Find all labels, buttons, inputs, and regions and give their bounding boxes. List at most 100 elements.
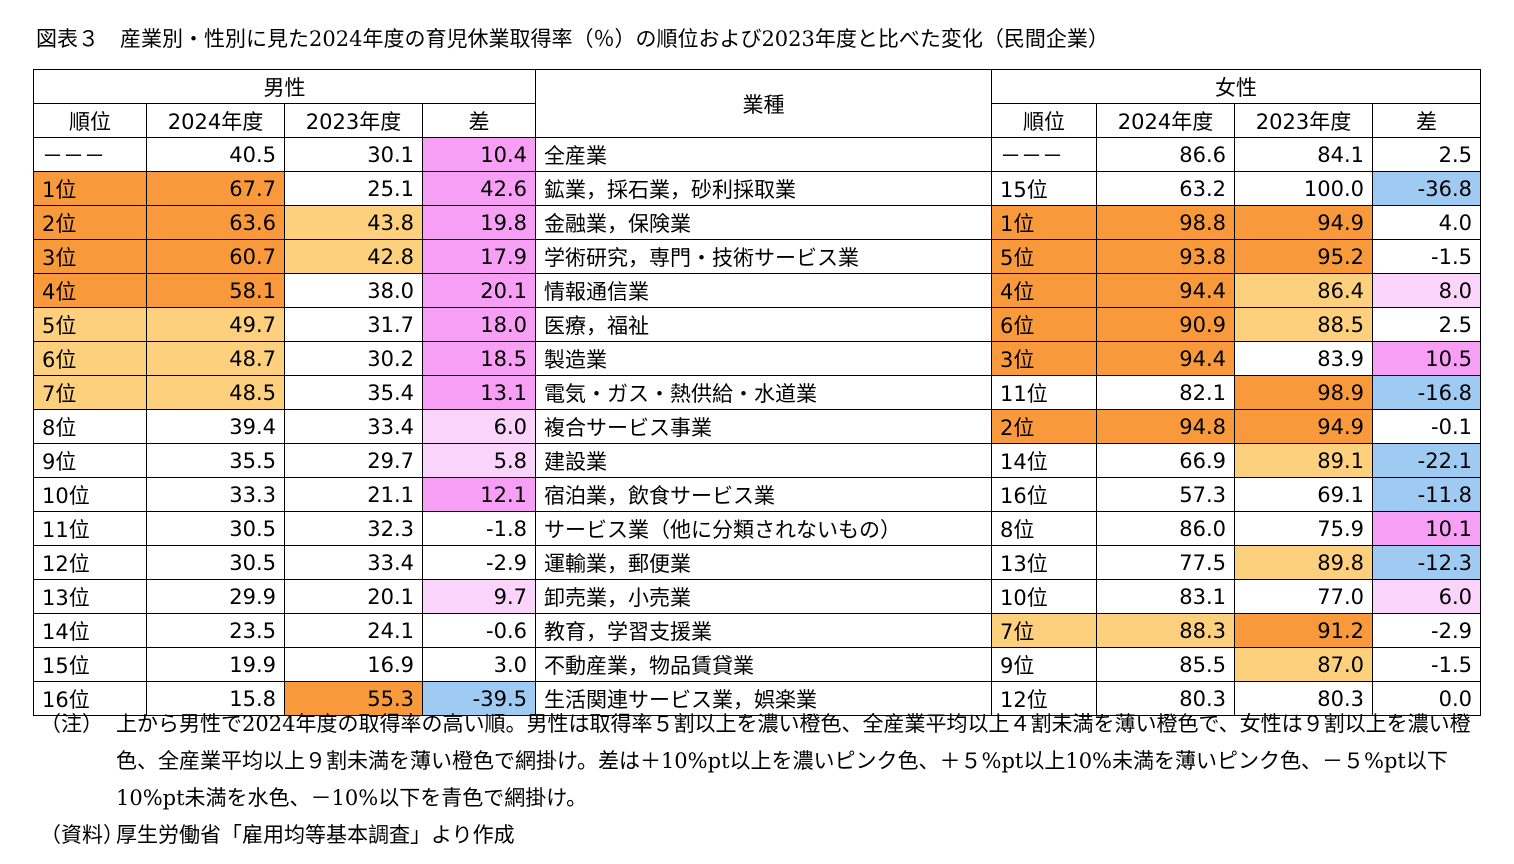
- notes-section: （注） 上から男性で2024年度の取得率の高い順。男性は取得率５割以上を濃い橙色…: [40, 706, 1480, 854]
- female-rank-cell: 1位: [991, 205, 1097, 240]
- female-2024-cell: 90.9: [1096, 307, 1235, 342]
- male-2024-cell: 49.7: [146, 307, 285, 342]
- industry-cell: 情報通信業: [535, 273, 992, 308]
- male-diff-cell: -1.8: [422, 511, 536, 546]
- male-2024-cell: 29.9: [146, 579, 285, 614]
- female-2024-cell: 86.0: [1096, 511, 1235, 546]
- table-row: 10位 33.3 21.1 12.1 宿泊業，飲食サービス業 16位 57.3 69.1 -11…: [33, 477, 1481, 512]
- industry-cell: サービス業（他に分類されないもの）: [535, 511, 992, 546]
- industry-cell: 教育，学習支援業: [535, 613, 992, 648]
- female-diff-cell: 2.5: [1372, 137, 1481, 172]
- male-2024-cell: 58.1: [146, 273, 285, 308]
- male-diff-cell: 17.9: [422, 239, 536, 274]
- female-2024-cell: 57.3: [1096, 477, 1235, 512]
- male-rank-cell: 8位: [33, 409, 147, 444]
- industry-cell: 生活関連サービス業，娯楽業: [535, 681, 992, 716]
- male-rank-cell: 9位: [33, 443, 147, 478]
- male-2024-cell: 40.5: [146, 137, 285, 172]
- male-rank-cell: 14位: [33, 613, 147, 648]
- male-diff-cell: -2.9: [422, 545, 536, 580]
- female-diff-header: 差: [1372, 103, 1481, 138]
- female-2023-cell: 95.2: [1234, 239, 1373, 274]
- female-2023-cell: 89.1: [1234, 443, 1373, 478]
- female-rank-cell: 16位: [991, 477, 1097, 512]
- female-2023-cell: 98.9: [1234, 375, 1373, 410]
- female-2024-cell: 94.4: [1096, 341, 1235, 376]
- industry-cell: 鉱業，採石業，砂利採取業: [535, 171, 992, 206]
- table-row: 3位 60.7 42.8 17.9 学術研究，専門・技術サービス業 5位 93.8 95.2-…: [33, 239, 1481, 274]
- female-diff-cell: 10.5: [1372, 341, 1481, 376]
- female-rank-cell: 3位: [991, 341, 1097, 376]
- male-rank-cell: 13位: [33, 579, 147, 614]
- industry-cell: 建設業: [535, 443, 992, 478]
- female-2023-cell: 77.0: [1234, 579, 1373, 614]
- male-rank-cell: －－－: [33, 137, 147, 172]
- industry-cell: 医療，福祉: [535, 307, 992, 342]
- female-2024-cell: 85.5: [1096, 647, 1235, 682]
- industry-cell: 卸売業，小売業: [535, 579, 992, 614]
- male-rank-cell: 15位: [33, 647, 147, 682]
- female-2024-cell: 77.5: [1096, 545, 1235, 580]
- female-group-header: 女性: [991, 69, 1481, 104]
- male-2023-header: 2023年度: [284, 103, 423, 138]
- industry-header: 業種: [535, 69, 992, 138]
- female-rank-cell: 14位: [991, 443, 1097, 478]
- industry-cell: 学術研究，専門・技術サービス業: [535, 239, 992, 274]
- industry-cell: 複合サービス事業: [535, 409, 992, 444]
- table-row: 14位 23.5 24.1 -0.6 教育，学習支援業 7位 88.3 91.2 -2.9: [33, 613, 1481, 648]
- female-diff-cell: -2.9: [1372, 613, 1481, 648]
- male-2023-cell: 31.7: [284, 307, 423, 342]
- table-row: 11位 30.5 32.3 -1.8 サービス業（他に分類されないもの） 8位 86.0 75…: [33, 511, 1481, 546]
- female-2023-cell: 94.9: [1234, 205, 1373, 240]
- female-2023-cell: 100.0: [1234, 171, 1373, 206]
- male-diff-header: 差: [422, 103, 536, 138]
- male-rank-cell: 3位: [33, 239, 147, 274]
- female-2023-cell: 83.9: [1234, 341, 1373, 376]
- female-rank-cell: 2位: [991, 409, 1097, 444]
- male-2023-cell: 32.3: [284, 511, 423, 546]
- male-diff-cell: 18.0: [422, 307, 536, 342]
- female-rank-cell: 7位: [991, 613, 1097, 648]
- male-diff-cell: 6.0: [422, 409, 536, 444]
- male-rank-header: 順位: [33, 103, 147, 138]
- male-2024-header: 2024年度: [146, 103, 285, 138]
- male-diff-cell: 20.1: [422, 273, 536, 308]
- male-diff-cell: 42.6: [422, 171, 536, 206]
- male-rank-cell: 12位: [33, 545, 147, 580]
- table-row: 2位 63.6 43.8 19.8 金融業，保険業 1位 98.8 94.9 4.0: [33, 205, 1481, 240]
- table-row: 7位 48.5 35.4 13.1 電気・ガス・熱供給・水道業 11位 82.1 98.9 -1…: [33, 375, 1481, 410]
- female-2024-cell: 66.9: [1096, 443, 1235, 478]
- note: （注） 上から男性で2024年度の取得率の高い順。男性は取得率５割以上を濃い橙色…: [40, 706, 1480, 817]
- male-2024-cell: 35.5: [146, 443, 285, 478]
- table-row: 5位 49.7 31.7 18.0 医療，福祉 6位 90.9 88.5 2.5: [33, 307, 1481, 342]
- male-diff-cell: -0.6: [422, 613, 536, 648]
- male-2023-cell: 25.1: [284, 171, 423, 206]
- female-2024-header: 2024年度: [1096, 103, 1235, 138]
- male-2023-cell: 42.8: [284, 239, 423, 274]
- male-2023-cell: 16.9: [284, 647, 423, 682]
- female-diff-cell: -0.1: [1372, 409, 1481, 444]
- male-2023-cell: 21.1: [284, 477, 423, 512]
- male-group-header: 男性: [33, 69, 536, 104]
- male-2024-cell: 23.5: [146, 613, 285, 648]
- female-2023-cell: 75.9: [1234, 511, 1373, 546]
- female-rank-cell: 9位: [991, 647, 1097, 682]
- industry-cell: 全産業: [535, 137, 992, 172]
- female-diff-cell: -36.8: [1372, 171, 1481, 206]
- male-diff-cell: 9.7: [422, 579, 536, 614]
- industry-cell: 宿泊業，飲食サービス業: [535, 477, 992, 512]
- male-2024-cell: 19.9: [146, 647, 285, 682]
- female-diff-cell: 2.5: [1372, 307, 1481, 342]
- female-diff-cell: -12.3: [1372, 545, 1481, 580]
- industry-cell: 電気・ガス・熱供給・水道業: [535, 375, 992, 410]
- male-2024-cell: 48.7: [146, 341, 285, 376]
- female-2024-cell: 94.4: [1096, 273, 1235, 308]
- male-2024-cell: 67.7: [146, 171, 285, 206]
- male-diff-cell: 19.8: [422, 205, 536, 240]
- male-2023-cell: 35.4: [284, 375, 423, 410]
- female-diff-cell: -16.8: [1372, 375, 1481, 410]
- male-2023-cell: 29.7: [284, 443, 423, 478]
- male-diff-cell: 10.4: [422, 137, 536, 172]
- female-2023-header: 2023年度: [1234, 103, 1373, 138]
- male-2024-cell: 33.3: [146, 477, 285, 512]
